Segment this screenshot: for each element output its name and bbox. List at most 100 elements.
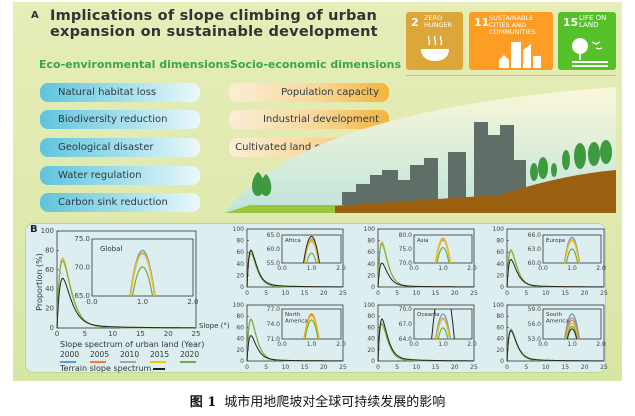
x-tick-label: 0 [376, 364, 380, 371]
inset-title: America [285, 319, 308, 325]
x-tick-label: 15 [561, 290, 569, 297]
inset-y-tick-label: 55.0 [267, 260, 281, 267]
bowl-icon [421, 35, 449, 61]
inset-series-line-2020 [437, 327, 449, 339]
eco-heading: Eco-environmental dimensions [39, 58, 230, 71]
chart-global: 0 5 10 15 20 25 0 20 40 60 80 100 0.0 1.0 2.0 65.0 70.0 7… [41, 227, 201, 338]
y-tick-label: 60 [45, 266, 54, 274]
x-tick-label: 25 [600, 364, 608, 371]
x-tick-label: 0 [55, 330, 59, 338]
caption-label: 图 1 [189, 395, 217, 410]
y-tick-label: 40 [45, 285, 54, 293]
y-tick-label: 0 [240, 284, 244, 291]
inset-title: North [285, 312, 301, 318]
inset-y-tick-label: 53.0 [528, 336, 542, 343]
inset-x-tick-label: 2.0 [336, 341, 346, 348]
inset-x-tick-label: 0.0 [277, 265, 287, 272]
chart-oceania: 0 5 10 15 20 25 0 20 40 60 80 100 0.0 1.0 2.0 64.0 67.0 7… [364, 302, 478, 371]
eco-item-water: Water regulation [40, 166, 200, 185]
series-line-terrain [377, 318, 474, 362]
inset-x-tick-label: 2.0 [467, 265, 477, 272]
x-tick-label: 5 [395, 364, 399, 371]
inset-series-line-2020 [304, 319, 319, 339]
series-line-terrain [246, 335, 343, 362]
x-tick-label: 15 [561, 364, 569, 371]
tree-birds-icon [572, 38, 608, 67]
inset-title: America [546, 319, 569, 325]
series-line-terrain [377, 262, 474, 288]
x-tick-label: 25 [339, 290, 347, 297]
x-tick-label: 0 [245, 290, 249, 297]
legend-year-2000: 2000 [60, 350, 79, 359]
y-tick-label: 40 [236, 336, 244, 343]
x-tick-label: 5 [524, 364, 528, 371]
series-line-terrain [56, 277, 196, 329]
y-tick-label: 80 [45, 246, 54, 254]
inset-y-tick-label: 74.0 [267, 321, 281, 328]
x-tick-label: 10 [542, 290, 550, 297]
inset-x-tick-label: 1.0 [137, 298, 148, 306]
inset-series-line-2000 [564, 313, 580, 339]
buildings [342, 122, 526, 206]
inset-title: Europe [546, 238, 566, 244]
y-tick-label: 60 [367, 249, 375, 256]
x-tick-label: 10 [282, 364, 290, 371]
inset-series-line-2020 [565, 248, 579, 263]
panel-a-title: Implications of slope climbing of urban … [50, 8, 378, 40]
y-tick-label: 20 [236, 272, 244, 279]
eco-item-biodiversity: Biodiversity reduction [40, 110, 200, 129]
inset-y-tick-label: 70.0 [399, 260, 413, 267]
x-tick-label: 15 [136, 330, 145, 338]
chart-north-america: 0 5 10 15 20 25 0 20 40 60 80 100 0.0 1.0 2.0 71.0 74.0 7… [233, 302, 347, 371]
y-tick-label: 20 [496, 272, 504, 279]
legend-year-2005: 2005 [90, 350, 109, 359]
inset-x-tick-label: 2.0 [467, 341, 477, 348]
sdg-number: 15 [563, 16, 579, 29]
y-tick-label: 60 [367, 324, 375, 331]
inset-y-tick-label: 70.0 [399, 306, 413, 313]
year-legend: 2000 2005 2010 2015 2020 [60, 350, 199, 363]
x-tick-label: 20 [451, 290, 459, 297]
series-line-terrain [506, 258, 604, 288]
x-tick-label: 15 [301, 364, 309, 371]
inset-y-tick-label: 65.0 [74, 292, 90, 300]
y-tick-label: 40 [236, 261, 244, 268]
x-tick-label: 20 [451, 364, 459, 371]
inset-series-line-terrain [303, 235, 320, 263]
x-tick-label: 5 [264, 290, 268, 297]
trees-right [530, 140, 612, 181]
trees-left [252, 172, 272, 196]
x-tick-label: 10 [108, 330, 117, 338]
inset-x-tick-label: 0.0 [409, 341, 419, 348]
x-tick-label: 10 [413, 364, 421, 371]
y-axis-label: Proportion (%) [35, 253, 44, 311]
panel-b-label: B [30, 224, 38, 235]
inset-title: South [546, 312, 562, 318]
inset-series-line-2015 [129, 252, 156, 296]
inset-x-tick-label: 1.0 [307, 341, 317, 348]
y-tick-label: 80 [496, 313, 504, 320]
x-tick-label: 10 [413, 290, 421, 297]
inset-series-line-2015 [565, 322, 579, 339]
y-tick-label: 20 [367, 272, 375, 279]
inset-y-tick-label: 60.0 [267, 246, 281, 253]
sdg-number: 2 [411, 16, 419, 29]
hill [335, 170, 616, 213]
y-tick-label: 0 [371, 284, 375, 291]
y-tick-label: 20 [367, 347, 375, 354]
inset-series-line-2015 [303, 315, 320, 339]
figure-caption: 图 1 城市用地爬坡对全球可持续发展的影响 [0, 395, 635, 411]
inset-y-tick-label: 65.0 [267, 232, 281, 239]
inset-y-tick-label: 64.0 [399, 336, 413, 343]
sdg-tile-11: 11 SUSTAINABLE CITIES AND COMMUNITIES [469, 12, 553, 70]
inset-title: Asia [417, 238, 429, 244]
inset-series-line-2000 [435, 313, 451, 339]
inset-title: Global [100, 245, 122, 253]
x-tick-label: 25 [470, 364, 478, 371]
caption-text: 城市用地爬坡对全球可持续发展的影响 [224, 395, 446, 410]
y-tick-label: 100 [364, 302, 376, 309]
inset-x-tick-label: 2.0 [187, 298, 198, 306]
inset-title: Africa [285, 238, 301, 244]
x-tick-label: 0 [505, 290, 509, 297]
sdg-tile-2: 2 ZERO HUNGER [406, 12, 463, 70]
